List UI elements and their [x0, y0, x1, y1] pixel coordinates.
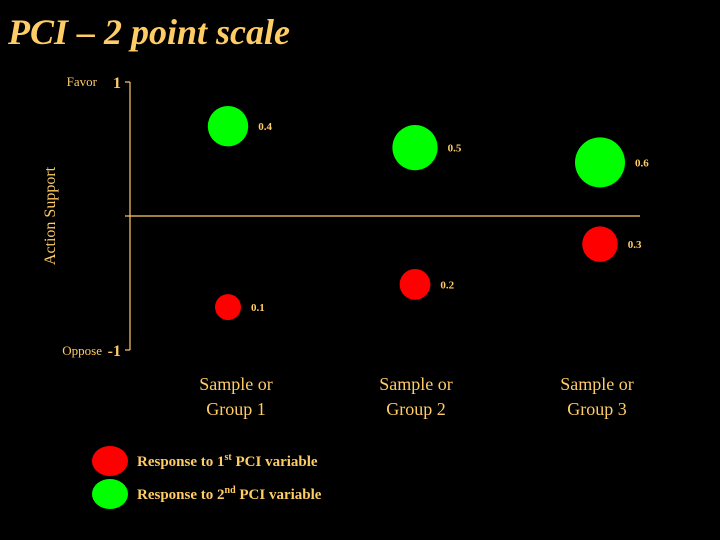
bubble-label-green-2: 0.5: [448, 143, 462, 155]
y-axis-title: Action Support: [42, 166, 59, 265]
bubble-label-green-3: 0.6: [635, 157, 649, 169]
x-category-label-2: Sample or Group 2: [379, 374, 453, 419]
legend-item-1st: Response to 1st PCI variable: [92, 445, 318, 477]
bubble-green-2: [392, 125, 438, 171]
legend-item-2nd: Response to 2nd PCI variable: [92, 478, 321, 510]
legend-label-1st: Response to 1st PCI variable: [137, 451, 318, 470]
bubble-red-1: [215, 294, 241, 321]
bubble-label-red-2: 0.2: [440, 279, 454, 291]
y-tick-word-favor: Favor: [67, 74, 98, 89]
bubble-green-1: [207, 106, 249, 147]
x-category-label-1: Sample or Group 1: [199, 374, 273, 419]
legend-marker-red: [92, 446, 128, 476]
legend-label-2nd: Response to 2nd PCI variable: [137, 484, 322, 503]
bubble-red-2: [399, 268, 431, 300]
bubble-label-green-1: 0.4: [258, 121, 272, 133]
y-tick-label-bottom: -1: [108, 343, 121, 360]
legend-marker-green: [92, 479, 128, 509]
bubble-label-red-1: 0.1: [251, 302, 265, 314]
bubble-label-red-3: 0.3: [628, 239, 642, 251]
y-tick-label-top: 1: [113, 75, 121, 92]
bubble-green-3: [575, 137, 625, 188]
y-tick-word-oppose: Oppose: [62, 343, 102, 358]
bubble-red-3: [582, 226, 618, 262]
x-category-label-3: Sample or Group 3: [560, 374, 634, 419]
slide-title: PCI – 2 point scale: [8, 12, 291, 52]
